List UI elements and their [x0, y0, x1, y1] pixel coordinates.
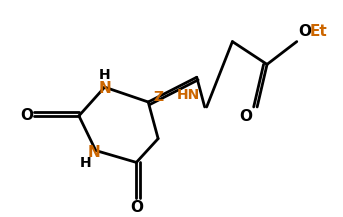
Text: Et: Et: [310, 24, 328, 39]
Text: HN: HN: [177, 88, 200, 102]
Text: H: H: [99, 68, 110, 82]
Text: O: O: [239, 109, 252, 124]
Text: Z: Z: [153, 90, 163, 104]
Text: O: O: [130, 201, 143, 215]
Text: N: N: [87, 145, 100, 160]
Text: O: O: [298, 24, 311, 39]
Text: O: O: [20, 108, 33, 123]
Text: H: H: [80, 156, 92, 170]
Text: N: N: [98, 81, 111, 96]
